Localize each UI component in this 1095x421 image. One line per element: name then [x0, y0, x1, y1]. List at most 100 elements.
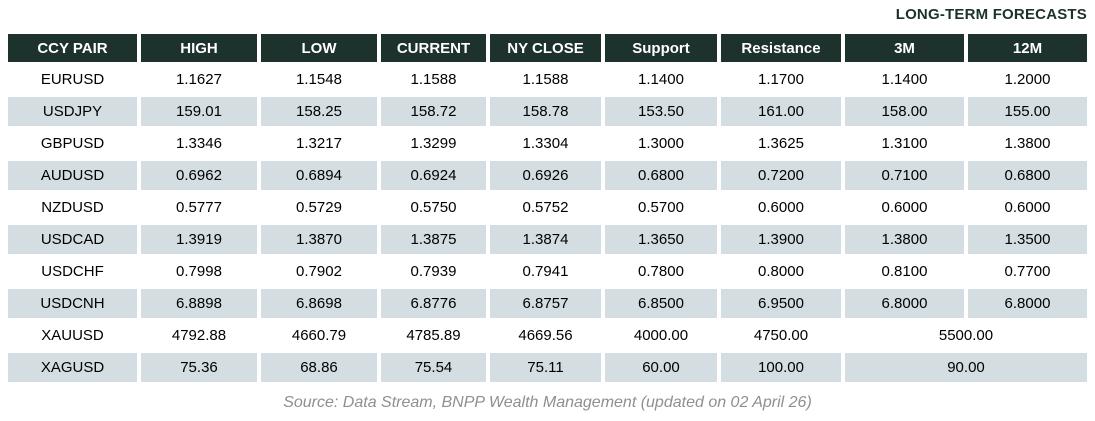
- value-cell: 0.6000: [845, 193, 964, 222]
- value-cell: 0.6924: [381, 161, 486, 190]
- col-header-resistance: Resistance: [721, 34, 841, 62]
- table-body: EURUSD 1.1627 1.1548 1.1588 1.1588 1.1400 1.17…: [8, 65, 1087, 382]
- value-cell: 0.5752: [490, 193, 601, 222]
- value-cell: 0.6962: [141, 161, 257, 190]
- table-row-usdcnh: USDCNH 6.8898 6.8698 6.8776 6.8757 6.8500 6.95…: [8, 289, 1087, 318]
- ccy-pair-cell: USDCNH: [8, 289, 137, 318]
- value-cell: 6.8898: [141, 289, 257, 318]
- value-cell: 0.7200: [721, 161, 841, 190]
- value-cell: 158.00: [845, 97, 964, 126]
- value-cell: 1.3875: [381, 225, 486, 254]
- value-cell: 1.3100: [845, 129, 964, 158]
- value-cell: 0.7941: [490, 257, 601, 286]
- value-cell: 4000.00: [605, 321, 717, 350]
- table-row-audusd: AUDUSD 0.6962 0.6894 0.6924 0.6926 0.6800 0.72…: [8, 161, 1087, 190]
- value-cell: 1.1400: [605, 65, 717, 94]
- col-header-ccy-pair: CCY PAIR: [8, 34, 137, 62]
- value-cell: 0.7998: [141, 257, 257, 286]
- value-cell: 6.9500: [721, 289, 841, 318]
- value-cell: 1.3625: [721, 129, 841, 158]
- ccy-pair-cell: NZDUSD: [8, 193, 137, 222]
- ccy-pair-cell: EURUSD: [8, 65, 137, 94]
- col-header-ny-close: NY CLOSE: [490, 34, 601, 62]
- ccy-pair-cell: USDJPY: [8, 97, 137, 126]
- table-row-usdchf: USDCHF 0.7998 0.7902 0.7939 0.7941 0.7800 0.80…: [8, 257, 1087, 286]
- value-cell: 1.3346: [141, 129, 257, 158]
- value-cell: 1.3304: [490, 129, 601, 158]
- value-cell: 0.7100: [845, 161, 964, 190]
- ccy-pair-cell: AUDUSD: [8, 161, 137, 190]
- value-cell: 159.01: [141, 97, 257, 126]
- title-row: LONG-TERM FORECASTS: [8, 4, 1087, 26]
- ccy-pair-cell: USDCAD: [8, 225, 137, 254]
- value-cell: 1.3500: [968, 225, 1087, 254]
- value-cell: 1.3800: [845, 225, 964, 254]
- table-header: CCY PAIR HIGH LOW CURRENT NY CLOSE Suppo…: [8, 34, 1087, 62]
- value-cell: 0.7800: [605, 257, 717, 286]
- ccy-pair-cell: USDCHF: [8, 257, 137, 286]
- value-cell: 6.8698: [261, 289, 377, 318]
- value-cell: 1.3900: [721, 225, 841, 254]
- value-cell: 1.3299: [381, 129, 486, 158]
- value-cell: 4785.89: [381, 321, 486, 350]
- value-cell: 4669.56: [490, 321, 601, 350]
- merged-forecast-cell: 90.00: [845, 353, 1087, 382]
- value-cell: 4792.88: [141, 321, 257, 350]
- table-row-gbpusd: GBPUSD 1.3346 1.3217 1.3299 1.3304 1.3000 1.36…: [8, 129, 1087, 158]
- value-cell: 1.3800: [968, 129, 1087, 158]
- value-cell: 0.5729: [261, 193, 377, 222]
- col-header-low: LOW: [261, 34, 377, 62]
- table-row-xauusd: XAUUSD 4792.88 4660.79 4785.89 4669.56 4000.0…: [8, 321, 1087, 350]
- value-cell: 6.8776: [381, 289, 486, 318]
- value-cell: 158.25: [261, 97, 377, 126]
- value-cell: 161.00: [721, 97, 841, 126]
- fx-forecast-table: CCY PAIR HIGH LOW CURRENT NY CLOSE Suppo…: [4, 31, 1091, 385]
- value-cell: 60.00: [605, 353, 717, 382]
- value-cell: 1.3874: [490, 225, 601, 254]
- value-cell: 0.7902: [261, 257, 377, 286]
- value-cell: 0.6000: [968, 193, 1087, 222]
- ccy-pair-cell: GBPUSD: [8, 129, 137, 158]
- value-cell: 6.8757: [490, 289, 601, 318]
- value-cell: 0.8100: [845, 257, 964, 286]
- page-title: LONG-TERM FORECASTS: [895, 6, 1087, 23]
- value-cell: 0.6800: [968, 161, 1087, 190]
- merged-forecast-cell: 5500.00: [845, 321, 1087, 350]
- value-cell: 0.6926: [490, 161, 601, 190]
- value-cell: 1.1700: [721, 65, 841, 94]
- value-cell: 0.6000: [721, 193, 841, 222]
- value-cell: 1.2000: [968, 65, 1087, 94]
- value-cell: 158.72: [381, 97, 486, 126]
- value-cell: 100.00: [721, 353, 841, 382]
- value-cell: 1.3919: [141, 225, 257, 254]
- col-header-high: HIGH: [141, 34, 257, 62]
- value-cell: 1.1588: [490, 65, 601, 94]
- value-cell: 75.54: [381, 353, 486, 382]
- value-cell: 6.8000: [845, 289, 964, 318]
- value-cell: 1.3217: [261, 129, 377, 158]
- value-cell: 4660.79: [261, 321, 377, 350]
- col-header-3m: 3M: [845, 34, 964, 62]
- value-cell: 4750.00: [721, 321, 841, 350]
- value-cell: 1.1588: [381, 65, 486, 94]
- col-header-12m: 12M: [968, 34, 1087, 62]
- header-row: CCY PAIR HIGH LOW CURRENT NY CLOSE Suppo…: [8, 34, 1087, 62]
- value-cell: 0.8000: [721, 257, 841, 286]
- ccy-pair-cell: XAGUSD: [8, 353, 137, 382]
- value-cell: 1.3650: [605, 225, 717, 254]
- value-cell: 0.5777: [141, 193, 257, 222]
- table-row-usdcad: USDCAD 1.3919 1.3870 1.3875 1.3874 1.3650 1.39…: [8, 225, 1087, 254]
- value-cell: 0.6894: [261, 161, 377, 190]
- table-row-nzdusd: NZDUSD 0.5777 0.5729 0.5750 0.5752 0.5700 0.60…: [8, 193, 1087, 222]
- value-cell: 0.6800: [605, 161, 717, 190]
- value-cell: 75.36: [141, 353, 257, 382]
- value-cell: 0.7700: [968, 257, 1087, 286]
- value-cell: 6.8000: [968, 289, 1087, 318]
- value-cell: 1.1548: [261, 65, 377, 94]
- table-row-xagusd: XAGUSD 75.36 68.86 75.54 75.11 60.00 100.00 90.…: [8, 353, 1087, 382]
- value-cell: 75.11: [490, 353, 601, 382]
- value-cell: 6.8500: [605, 289, 717, 318]
- value-cell: 68.86: [261, 353, 377, 382]
- value-cell: 0.7939: [381, 257, 486, 286]
